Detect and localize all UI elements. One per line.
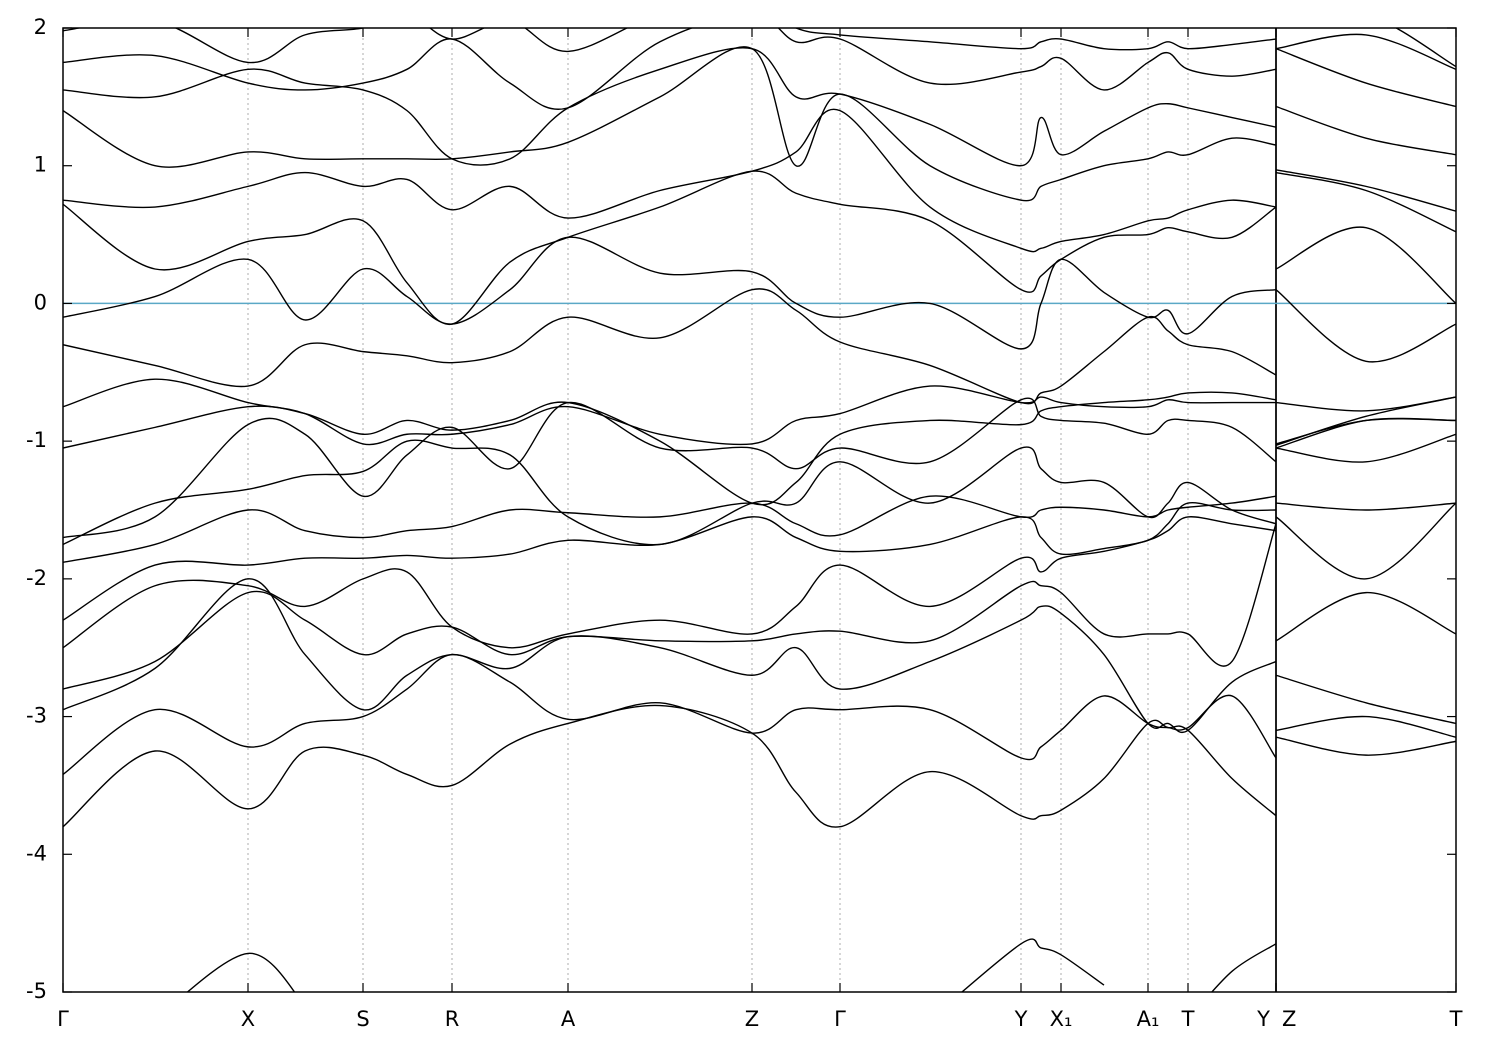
band-line [1275, 736, 1456, 756]
band-line [1275, 169, 1456, 212]
band-line [63, 28, 1277, 110]
band-line [63, 170, 1277, 325]
band-line [1275, 289, 1456, 363]
band-line [1275, 33, 1456, 70]
band-line [63, 523, 1277, 690]
band-line [63, 288, 1277, 405]
band-line [63, 46, 1277, 202]
band-line [1275, 226, 1456, 304]
band-line [63, 704, 1277, 828]
y-tick-label: -1 [26, 428, 47, 452]
y-tick-label: 2 [34, 15, 47, 39]
band-line [63, 502, 1277, 621]
x-tick-label: R [445, 1007, 460, 1031]
band-line [186, 952, 296, 992]
band-line [1275, 502, 1456, 511]
band-line [63, 236, 1277, 350]
y-tick-label: -5 [26, 979, 47, 1003]
x-tick-label: Z [745, 1007, 759, 1031]
y-tick-label: -2 [26, 566, 47, 590]
band-line [63, 653, 1277, 775]
band-line [63, 516, 1277, 649]
band-line [63, 28, 1277, 64]
band-line [63, 108, 1277, 253]
band-line [1275, 171, 1456, 233]
x-tick-label: X [241, 1007, 255, 1031]
x-tick-label: Z [1282, 1007, 1296, 1031]
band-line [63, 578, 1277, 734]
grid [63, 28, 1456, 992]
x-tick-label: S [356, 1007, 369, 1031]
y-tick-label: 0 [34, 290, 47, 314]
band-line [63, 397, 1277, 539]
x-tick-label: Γ [834, 1007, 846, 1031]
bands [63, 28, 1456, 992]
band-line [1275, 48, 1456, 108]
band-line [1275, 502, 1456, 580]
plot-frame [62, 27, 1457, 993]
x-tick-label: Y [1256, 1007, 1270, 1031]
x-tick-label: A [561, 1007, 576, 1031]
x-tick-label: A₁ [1137, 1007, 1160, 1031]
x-tick-label: Γ [57, 1007, 69, 1031]
band-line [1275, 396, 1456, 412]
x-tick-label: T [1181, 1007, 1195, 1031]
band-line [63, 378, 1276, 446]
band-line [1275, 715, 1456, 738]
band-line [1394, 28, 1456, 68]
band-line [1275, 417, 1456, 449]
band-line [1275, 591, 1456, 642]
x-tick-label: T [1449, 1007, 1463, 1031]
band-line [1275, 674, 1456, 725]
band-line [63, 439, 1277, 546]
band-line [960, 938, 1105, 992]
x-tick-label: X₁ [1050, 1007, 1073, 1031]
band-line [1275, 418, 1456, 445]
band-line [63, 47, 1277, 167]
y-tick-label: -4 [26, 841, 47, 865]
x-tick-label: Y [1014, 1007, 1028, 1031]
band-line [63, 391, 1277, 506]
y-tick-label: 1 [34, 153, 47, 177]
band-line [1210, 943, 1277, 992]
y-tick-label: -3 [26, 704, 47, 728]
band-line [1275, 433, 1456, 463]
band-line [1275, 105, 1456, 156]
